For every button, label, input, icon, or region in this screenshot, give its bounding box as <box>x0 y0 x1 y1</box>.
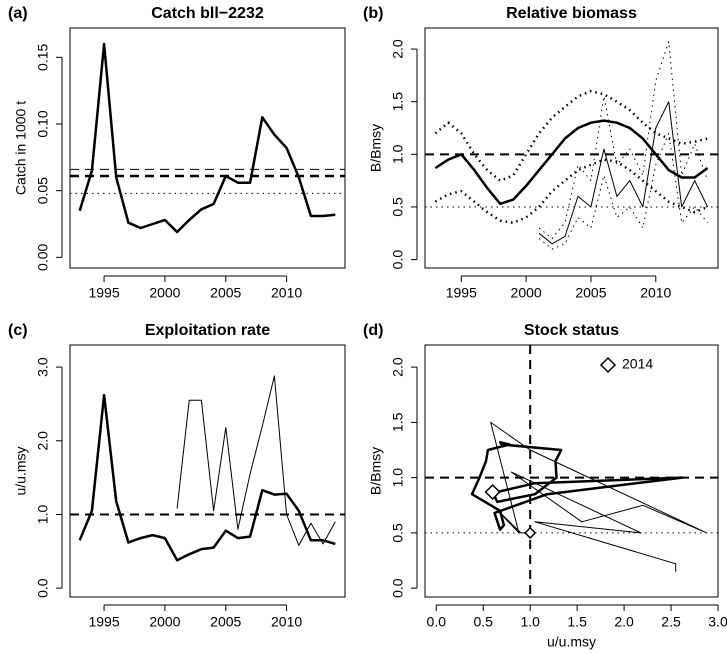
y-axis-title: B/Bmsy <box>368 447 384 495</box>
legend-marker <box>599 356 617 374</box>
y-axis-title: Catch in 1000 t <box>13 101 29 195</box>
y-tick-label: 0.0 <box>390 578 406 598</box>
end-marker <box>524 526 537 539</box>
legend-label: 2014 <box>622 356 653 372</box>
y-axis-title: u/u.msy <box>13 446 29 495</box>
chart-title: Catch bll−2232 <box>151 5 264 22</box>
y-tick-label: 0.5 <box>390 197 406 217</box>
y-tick-label: 1.5 <box>390 92 406 112</box>
y-tick-label: 0.00 <box>35 243 51 270</box>
y-tick-label: 1.5 <box>390 412 406 432</box>
panel-label: (a) <box>8 5 28 22</box>
y-tick-label: 0.0 <box>35 578 51 598</box>
plot-frame <box>424 344 719 598</box>
x-tick-label: 2000 <box>149 285 180 301</box>
series-line <box>538 101 709 245</box>
y-tick-label: 0.5 <box>390 523 406 543</box>
plot-frame <box>424 27 719 269</box>
end-marker <box>484 483 501 501</box>
x-tick-label: 0.0 <box>427 614 447 630</box>
y-tick-label: 1.0 <box>390 144 406 164</box>
y-tick-label: 3.0 <box>35 357 51 377</box>
y-tick-label: 0.15 <box>35 43 51 70</box>
y-tick-label: 0.05 <box>35 177 51 204</box>
x-tick-label: 1995 <box>88 285 119 301</box>
x-tick-label: 2000 <box>511 285 542 301</box>
x-axis-title: u/u.msy <box>547 634 596 650</box>
y-tick-label: 0.10 <box>35 110 51 137</box>
panel-label: (d) <box>363 322 383 339</box>
x-tick-label: 2000 <box>149 614 180 630</box>
y-tick-label: 2.0 <box>35 431 51 451</box>
plot-frame <box>69 27 346 269</box>
series-line <box>434 119 709 206</box>
x-tick-label: 2005 <box>210 285 241 301</box>
y-axis-title: B/Bmsy <box>368 124 384 172</box>
x-tick-label: 2010 <box>640 285 671 301</box>
series-line <box>490 421 708 572</box>
x-tick-label: 1.0 <box>520 614 540 630</box>
panel-label: (c) <box>8 322 28 339</box>
x-tick-label: 1995 <box>446 285 477 301</box>
chart-title: Exploitation rate <box>145 322 270 339</box>
x-tick-label: 2.5 <box>661 614 681 630</box>
x-tick-label: 1.5 <box>567 614 587 630</box>
series-line <box>176 375 336 546</box>
y-tick-label: 2.0 <box>390 39 406 59</box>
chart-title: Stock status <box>524 322 619 339</box>
y-tick-label: 2.0 <box>390 357 406 377</box>
series-line <box>434 89 708 182</box>
series-line <box>538 41 709 239</box>
x-tick-label: 2005 <box>210 614 241 630</box>
x-tick-label: 2.0 <box>614 614 634 630</box>
series-line <box>538 132 708 250</box>
x-tick-label: 3.0 <box>708 614 727 630</box>
x-tick-label: 2005 <box>575 285 606 301</box>
x-tick-label: 1995 <box>88 614 119 630</box>
plot-frame <box>69 344 346 598</box>
series-line <box>434 158 709 224</box>
series-line <box>78 393 336 562</box>
y-tick-label: 1.0 <box>390 468 406 488</box>
panel-label: (b) <box>363 5 383 22</box>
series-line <box>470 441 684 531</box>
x-tick-label: 2010 <box>271 614 302 630</box>
series-line <box>78 42 336 234</box>
x-tick-label: 2010 <box>271 285 302 301</box>
chart-title: Relative biomass <box>506 5 637 22</box>
x-tick-label: 0.5 <box>473 614 493 630</box>
y-tick-label: 1.0 <box>35 505 51 525</box>
y-tick-label: 0.0 <box>390 250 406 270</box>
